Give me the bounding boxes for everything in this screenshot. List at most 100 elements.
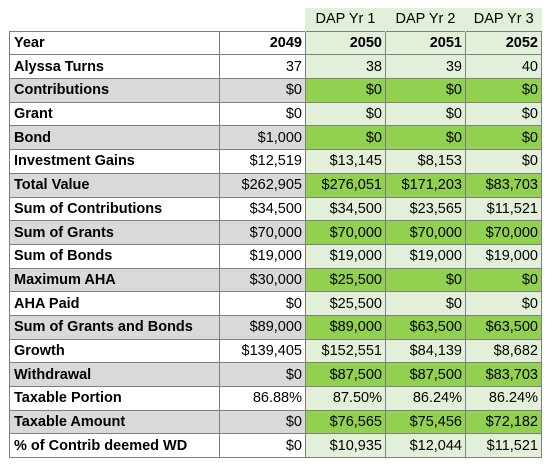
table-row: Sum of Contributions $34,500 $34,500 $23,56… <box>9 196 542 222</box>
value-cell[interactable]: 2049 <box>219 30 306 56</box>
value-cell[interactable]: $87,500 <box>385 362 466 387</box>
value-cell[interactable]: $19,000 <box>385 243 466 269</box>
value-cell[interactable]: $87,500 <box>305 362 386 387</box>
dap-header-row: DAP Yr 1 DAP Yr 2 DAP Yr 3 <box>10 8 542 32</box>
value-cell[interactable]: $75,456 <box>385 409 466 435</box>
value-cell[interactable]: $72,182 <box>465 409 542 435</box>
spreadsheet-table: DAP Yr 1 DAP Yr 2 DAP Yr 3 Year 2049 2050 2… <box>9 8 542 459</box>
value-cell[interactable]: $13,145 <box>305 149 386 174</box>
row-label-cell[interactable]: Sum of Contributions <box>9 196 220 222</box>
row-label-cell[interactable]: Alyssa Turns <box>9 54 220 80</box>
value-cell[interactable]: $0 <box>219 78 306 103</box>
row-label-cell[interactable]: Year <box>9 30 220 56</box>
value-cell[interactable]: 86.24% <box>465 386 542 411</box>
value-cell[interactable]: 38 <box>305 54 386 80</box>
value-cell[interactable]: $83,703 <box>465 362 542 387</box>
value-cell[interactable]: 87.50% <box>305 386 386 411</box>
value-cell[interactable]: $0 <box>219 291 306 316</box>
value-cell[interactable]: $0 <box>219 362 306 387</box>
row-label-cell[interactable]: % of Contrib deemed WD <box>9 433 220 459</box>
row-label-cell[interactable]: Taxable Portion <box>9 386 220 411</box>
value-cell[interactable]: $0 <box>385 267 466 293</box>
value-cell[interactable]: $0 <box>305 78 386 103</box>
value-cell[interactable]: $70,000 <box>385 220 466 245</box>
value-cell[interactable]: $0 <box>385 291 466 316</box>
value-cell[interactable]: $25,500 <box>305 267 386 293</box>
row-label-cell[interactable]: Bond <box>9 125 220 151</box>
value-cell[interactable]: $1,000 <box>219 125 306 151</box>
value-cell[interactable]: 2052 <box>465 30 542 56</box>
value-cell[interactable]: $11,521 <box>465 433 542 459</box>
table-row: Year 2049 2050 2051 2052 <box>9 30 542 56</box>
value-cell[interactable]: 86.24% <box>385 386 466 411</box>
value-cell[interactable]: $152,551 <box>305 338 386 364</box>
value-cell[interactable]: $0 <box>385 101 466 127</box>
row-label-cell[interactable]: Sum of Bonds <box>9 243 220 269</box>
row-label-cell[interactable]: Sum of Grants <box>9 220 220 245</box>
value-cell[interactable]: 86.88% <box>219 386 306 411</box>
value-cell[interactable]: $276,051 <box>305 172 386 198</box>
value-cell[interactable]: $70,000 <box>305 220 386 245</box>
value-cell[interactable]: $0 <box>465 267 542 293</box>
dap-year-3-header[interactable]: DAP Yr 3 <box>465 8 542 32</box>
row-label-cell[interactable]: Contributions <box>9 78 220 103</box>
value-cell[interactable]: $0 <box>385 125 466 151</box>
value-cell[interactable]: 39 <box>385 54 466 80</box>
value-cell[interactable]: $0 <box>385 78 466 103</box>
row-label-cell[interactable]: Investment Gains <box>9 149 220 174</box>
value-cell[interactable]: $76,565 <box>305 409 386 435</box>
value-cell[interactable]: 2050 <box>305 30 386 56</box>
value-cell[interactable]: $12,519 <box>219 149 306 174</box>
value-cell[interactable]: $70,000 <box>219 220 306 245</box>
value-cell[interactable]: $8,153 <box>385 149 466 174</box>
value-cell[interactable]: $89,000 <box>305 314 386 340</box>
value-cell[interactable]: $11,521 <box>465 196 542 222</box>
value-cell[interactable]: $8,682 <box>465 338 542 364</box>
row-label-cell[interactable]: Grant <box>9 101 220 127</box>
value-cell[interactable]: $0 <box>465 78 542 103</box>
value-cell[interactable]: $12,044 <box>385 433 466 459</box>
value-cell[interactable]: 37 <box>219 54 306 80</box>
row-label-cell[interactable]: AHA Paid <box>9 291 220 316</box>
table-row: Withdrawal $0 $87,500 $87,500 $83,703 <box>9 362 542 387</box>
row-label-cell[interactable]: Total Value <box>9 172 220 198</box>
value-cell[interactable]: $0 <box>465 291 542 316</box>
row-label-cell[interactable]: Sum of Grants and Bonds <box>9 314 220 340</box>
value-cell[interactable]: $0 <box>305 101 386 127</box>
value-cell[interactable]: $139,405 <box>219 338 306 364</box>
value-cell[interactable]: $63,500 <box>465 314 542 340</box>
value-cell[interactable]: $19,000 <box>465 243 542 269</box>
value-cell[interactable]: $10,935 <box>305 433 386 459</box>
value-cell[interactable]: 40 <box>465 54 542 80</box>
value-cell[interactable]: $30,000 <box>219 267 306 293</box>
value-cell[interactable]: $84,139 <box>385 338 466 364</box>
value-cell[interactable]: $34,500 <box>219 196 306 222</box>
value-cell[interactable]: $0 <box>305 125 386 151</box>
value-cell[interactable]: $83,703 <box>465 172 542 198</box>
value-cell[interactable]: $0 <box>219 101 306 127</box>
value-cell[interactable]: $70,000 <box>465 220 542 245</box>
value-cell[interactable]: 2051 <box>385 30 466 56</box>
value-cell[interactable]: $262,905 <box>219 172 306 198</box>
row-label-cell[interactable]: Maximum AHA <box>9 267 220 293</box>
dap-year-1-header[interactable]: DAP Yr 1 <box>305 8 386 32</box>
row-label-cell[interactable]: Withdrawal <box>9 362 220 387</box>
value-cell[interactable]: $171,203 <box>385 172 466 198</box>
value-cell[interactable]: $0 <box>465 149 542 174</box>
value-cell[interactable]: $0 <box>465 125 542 151</box>
value-cell[interactable]: $0 <box>219 409 306 435</box>
value-cell[interactable]: $34,500 <box>305 196 386 222</box>
value-cell[interactable]: $25,500 <box>305 291 386 316</box>
dap-year-2-header[interactable]: DAP Yr 2 <box>385 8 466 32</box>
value-cell[interactable]: $63,500 <box>385 314 466 340</box>
value-cell[interactable]: $23,565 <box>385 196 466 222</box>
value-cell[interactable]: $0 <box>465 101 542 127</box>
row-label-cell[interactable]: Taxable Amount <box>9 409 220 435</box>
value-cell[interactable]: $0 <box>219 433 306 459</box>
value-cell[interactable]: $89,000 <box>219 314 306 340</box>
header-corner-cell <box>10 8 220 31</box>
table-row: Sum of Bonds $19,000 $19,000 $19,000 $19,000 <box>9 243 542 269</box>
row-label-cell[interactable]: Growth <box>9 338 220 364</box>
value-cell[interactable]: $19,000 <box>219 243 306 269</box>
value-cell[interactable]: $19,000 <box>305 243 386 269</box>
